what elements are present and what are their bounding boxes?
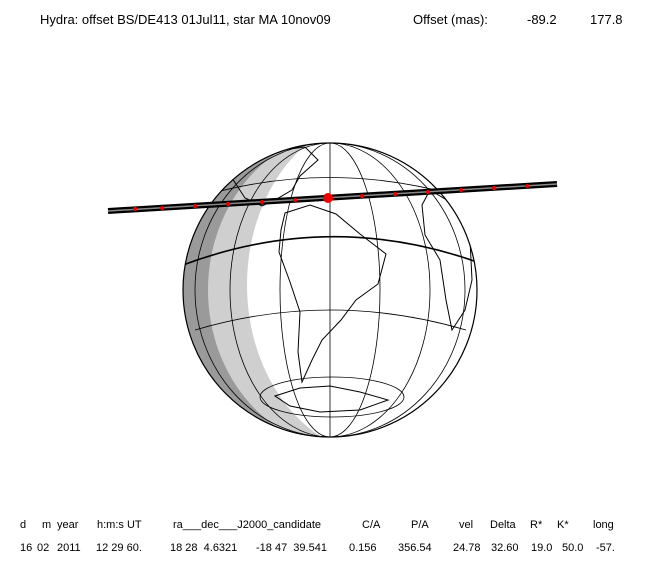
cell: -18 47 39.541 (256, 542, 327, 554)
cell: 50.0 (562, 542, 583, 554)
column-header: Delta (490, 519, 517, 531)
globe (183, 143, 477, 437)
column-header: C/A (362, 519, 381, 531)
column-header: R* (530, 519, 543, 531)
cell: 0.156 (349, 542, 377, 554)
cell: 356.54 (398, 542, 432, 554)
cell: 2011 (57, 542, 81, 554)
cell: 02 (37, 542, 49, 554)
column-header: year (57, 519, 79, 531)
title: Hydra: offset BS/DE413 01Jul11, star MA … (40, 12, 331, 27)
column-header: ra___dec___J2000_candidate (173, 519, 321, 531)
column-header: long (593, 519, 614, 531)
cell: 24.78 (453, 542, 481, 554)
cell: 12 29 60. (96, 542, 142, 554)
column-header: m (42, 519, 51, 531)
column-header: h:m:s UT (97, 519, 142, 531)
cell: 18 28 4.6321 (170, 542, 237, 554)
column-header: d (20, 519, 26, 531)
offset-ra: -89.2 (527, 12, 557, 27)
cell: 32.60 (491, 542, 519, 554)
column-header: K* (557, 519, 569, 531)
cell: -57. (596, 542, 615, 554)
column-header: P/A (411, 519, 429, 531)
column-header: vel (459, 519, 473, 531)
globe-outline (182, 142, 478, 438)
circumstances-table: d m year h:m:s UT ra___dec___J2000_candi… (20, 519, 615, 554)
offset-dec: 177.8 (590, 12, 623, 27)
offset-label: Offset (mas): (413, 12, 488, 27)
cell: 19.0 (531, 542, 552, 554)
cell: 16 (20, 542, 32, 554)
shadow-path (107, 181, 558, 214)
